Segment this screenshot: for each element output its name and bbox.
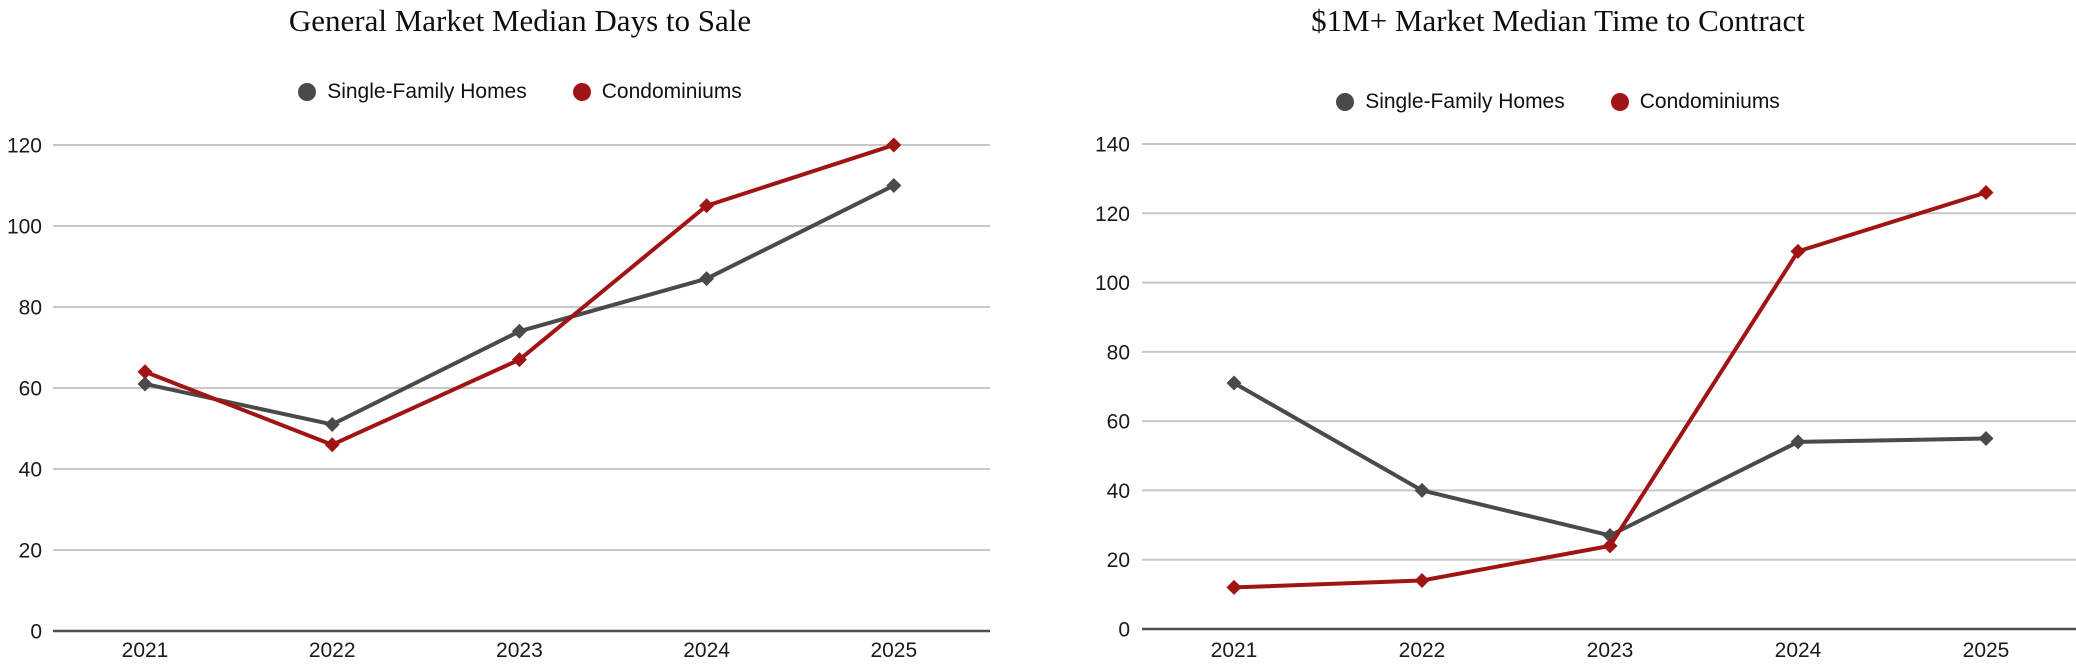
data-line	[1232, 381, 1988, 538]
y-tick-label: 0	[1118, 619, 1130, 642]
y-tick-label: 120	[1095, 203, 1130, 226]
data-point-marker	[137, 364, 153, 380]
y-tick-label: 100	[7, 216, 42, 239]
data-point-marker	[1790, 243, 1806, 259]
line-chart-general-market: 0 20 40 60 80 100 120 2021 2022 2023 2024 2025	[7, 135, 990, 662]
y-tick-label: 40	[19, 459, 42, 482]
data-point-marker	[1414, 482, 1430, 498]
y-tick-label: 40	[1107, 480, 1130, 503]
y-tick-label: 120	[7, 135, 42, 158]
x-tick-label: 2021	[122, 639, 169, 662]
legend-item-condominiums: Condominiums	[1610, 90, 1780, 114]
data-point-marker	[699, 198, 715, 214]
legend-label-condominiums: Condominiums	[601, 80, 742, 103]
data-point-marker	[1226, 579, 1242, 595]
data-point-marker	[324, 437, 340, 453]
data-point-marker	[1602, 538, 1618, 554]
data-point-marker	[1978, 430, 1994, 446]
y-tick-label: 60	[1107, 411, 1130, 434]
data-point-marker	[1790, 434, 1806, 450]
line-chart-1m-market: 0 20 40 60 80 100 120 140 2021 2022 2023 2024 2025	[1095, 134, 2076, 662]
legend-general-market: Single-Family Homes Condominiums	[0, 80, 1040, 104]
x-tick-label: 2025	[870, 639, 917, 662]
legend-marker-condominiums-icon	[572, 83, 591, 101]
y-tick-label: 60	[19, 378, 42, 401]
x-tick-label: 2021	[1211, 639, 1258, 662]
legend-item-single-family: Single-Family Homes	[298, 80, 527, 104]
legend-label-single-family: Single-Family Homes	[1365, 90, 1565, 113]
chart-title-1m-market: $1M+ Market Median Time to Contract	[1311, 3, 1805, 38]
y-tick-label: 20	[1107, 549, 1130, 572]
x-tick-label: 2022	[309, 639, 356, 662]
legend-1m-market: Single-Family Homes Condominiums	[1040, 90, 2076, 114]
x-tick-label: 2024	[1775, 639, 1822, 662]
chart-title-general-market: General Market Median Days to Sale	[288, 3, 752, 38]
y-tick-label: 80	[1107, 341, 1130, 364]
y-tick-label: 0	[30, 621, 42, 644]
data-line	[143, 143, 896, 447]
legend-item-single-family: Single-Family Homes	[1336, 90, 1565, 114]
data-point-marker	[324, 416, 340, 432]
y-tick-label: 80	[19, 297, 42, 320]
data-point-marker	[699, 271, 715, 287]
x-tick-label: 2022	[1399, 639, 1446, 662]
x-tick-label: 2024	[683, 639, 730, 662]
data-point-marker	[137, 376, 153, 392]
x-tick-label: 2023	[1587, 639, 1634, 662]
data-point-marker	[511, 352, 527, 368]
data-point-marker	[1226, 375, 1242, 391]
y-tick-label: 20	[19, 540, 42, 563]
legend-label-single-family: Single-Family Homes	[327, 80, 527, 103]
data-point-marker	[511, 323, 527, 339]
x-tick-label: 2025	[1963, 639, 2010, 662]
legend-item-condominiums: Condominiums	[572, 80, 742, 104]
data-point-marker	[1414, 573, 1430, 588]
data-point-marker	[886, 137, 902, 153]
data-point-marker	[1978, 185, 1994, 200]
y-tick-label: 100	[1095, 272, 1130, 295]
data-point-marker	[886, 178, 902, 193]
legend-marker-single-family-icon	[1336, 93, 1355, 111]
legend-label-condominiums: Condominiums	[1639, 90, 1780, 113]
legend-marker-condominiums-icon	[1610, 93, 1629, 111]
legend-marker-single-family-icon	[298, 83, 317, 101]
x-tick-label: 2023	[496, 639, 543, 662]
y-tick-label: 140	[1095, 134, 1130, 157]
